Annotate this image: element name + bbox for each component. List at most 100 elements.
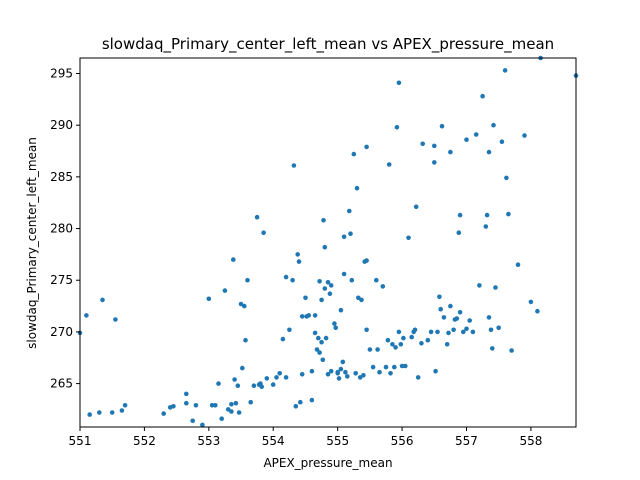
data-point-81 — [328, 283, 334, 288]
data-point-153 — [456, 230, 462, 235]
data-point-14 — [190, 418, 195, 424]
x-tick-label: 553 — [197, 434, 220, 448]
data-point-85 — [335, 371, 341, 376]
data-point-106 — [364, 327, 369, 333]
data-point-118 — [390, 342, 395, 347]
data-point-67 — [316, 335, 321, 341]
data-point-148 — [448, 149, 453, 155]
data-point-154 — [457, 212, 463, 218]
data-point-171 — [493, 285, 498, 290]
data-point-41 — [259, 384, 265, 390]
data-point-82 — [332, 321, 337, 326]
data-point-180 — [528, 299, 534, 305]
data-point-62 — [309, 397, 315, 403]
data-point-8 — [122, 403, 128, 408]
data-point-80 — [328, 368, 334, 374]
chart-title: slowdaq_Primary_center_left_mean vs APEX… — [102, 35, 554, 54]
data-point-12 — [184, 391, 189, 397]
y-axis-label: slowdaq_Primary_center_left_mean — [25, 137, 39, 349]
data-point-37 — [251, 383, 257, 389]
data-point-119 — [392, 364, 397, 370]
data-point-168 — [488, 327, 494, 333]
data-point-89 — [340, 359, 346, 365]
data-point-22 — [222, 288, 228, 293]
data-point-144 — [439, 123, 445, 129]
data-point-137 — [428, 329, 434, 335]
data-point-16 — [200, 422, 205, 428]
data-point-133 — [415, 375, 421, 380]
data-point-7 — [119, 408, 125, 413]
data-point-181 — [535, 308, 540, 314]
y-ticks: 265 270 275 280 285 290 295 — [50, 67, 80, 391]
x-ticks: 551 552 553 554 555 556 557 558 — [69, 427, 542, 448]
data-point-170 — [491, 122, 496, 128]
data-point-13 — [184, 400, 189, 406]
data-point-24 — [229, 402, 234, 407]
data-point-146 — [444, 342, 450, 347]
data-point-21 — [219, 416, 224, 422]
y-tick-label: 290 — [50, 118, 73, 132]
data-point-152 — [454, 316, 460, 321]
data-point-111 — [375, 347, 380, 352]
data-point-5 — [109, 410, 115, 415]
data-point-140 — [433, 368, 438, 374]
data-point-88 — [338, 307, 344, 313]
data-point-92 — [343, 369, 348, 375]
data-point-30 — [236, 410, 242, 415]
data-point-76 — [323, 335, 329, 341]
data-point-53 — [293, 404, 299, 409]
y-tick-label: 265 — [50, 377, 73, 391]
data-point-46 — [277, 371, 283, 376]
data-point-15 — [193, 403, 199, 408]
data-point-73 — [321, 218, 326, 223]
y-tick-label: 275 — [50, 273, 73, 287]
data-point-125 — [399, 363, 405, 369]
data-point-9 — [161, 411, 166, 416]
data-point-97 — [351, 151, 357, 157]
data-point-34 — [243, 337, 248, 343]
data-point-27 — [232, 377, 237, 382]
data-point-31 — [238, 301, 244, 307]
data-point-114 — [383, 364, 389, 370]
data-point-44 — [270, 382, 276, 387]
data-point-174 — [502, 68, 508, 73]
data-point-94 — [347, 208, 352, 214]
data-point-6 — [113, 317, 118, 322]
data-point-26 — [231, 257, 236, 262]
data-point-157 — [464, 137, 469, 142]
data-point-78 — [325, 280, 331, 285]
data-point-50 — [287, 327, 292, 333]
data-point-143 — [438, 306, 444, 312]
data-point-33 — [242, 303, 247, 309]
x-axis-label: APEX_pressure_mean — [263, 456, 392, 470]
y-tick-label: 295 — [50, 67, 73, 81]
x-tick-label: 558 — [519, 434, 542, 448]
data-point-87 — [338, 366, 344, 372]
data-point-51 — [290, 277, 295, 283]
data-point-77 — [325, 372, 331, 377]
data-point-4 — [100, 297, 105, 303]
data-point-36 — [248, 399, 253, 405]
data-point-18 — [209, 403, 215, 408]
data-point-47 — [280, 336, 286, 342]
data-point-138 — [432, 143, 437, 149]
data-point-177 — [509, 348, 514, 353]
data-point-86 — [336, 376, 342, 381]
data-point-112 — [377, 369, 382, 375]
data-point-93 — [345, 374, 350, 379]
data-point-29 — [235, 383, 241, 389]
data-point-95 — [348, 231, 353, 236]
y-tick-label: 270 — [50, 325, 73, 339]
data-point-113 — [380, 284, 386, 289]
data-point-25 — [229, 409, 234, 414]
data-point-98 — [353, 371, 359, 376]
data-point-32 — [240, 365, 245, 371]
data-point-66 — [314, 347, 320, 352]
data-point-169 — [490, 346, 495, 351]
data-point-145 — [441, 315, 447, 320]
data-point-178 — [515, 262, 521, 268]
data-point-103 — [361, 373, 366, 378]
data-point-160 — [470, 329, 476, 335]
data-point-158 — [464, 326, 469, 332]
